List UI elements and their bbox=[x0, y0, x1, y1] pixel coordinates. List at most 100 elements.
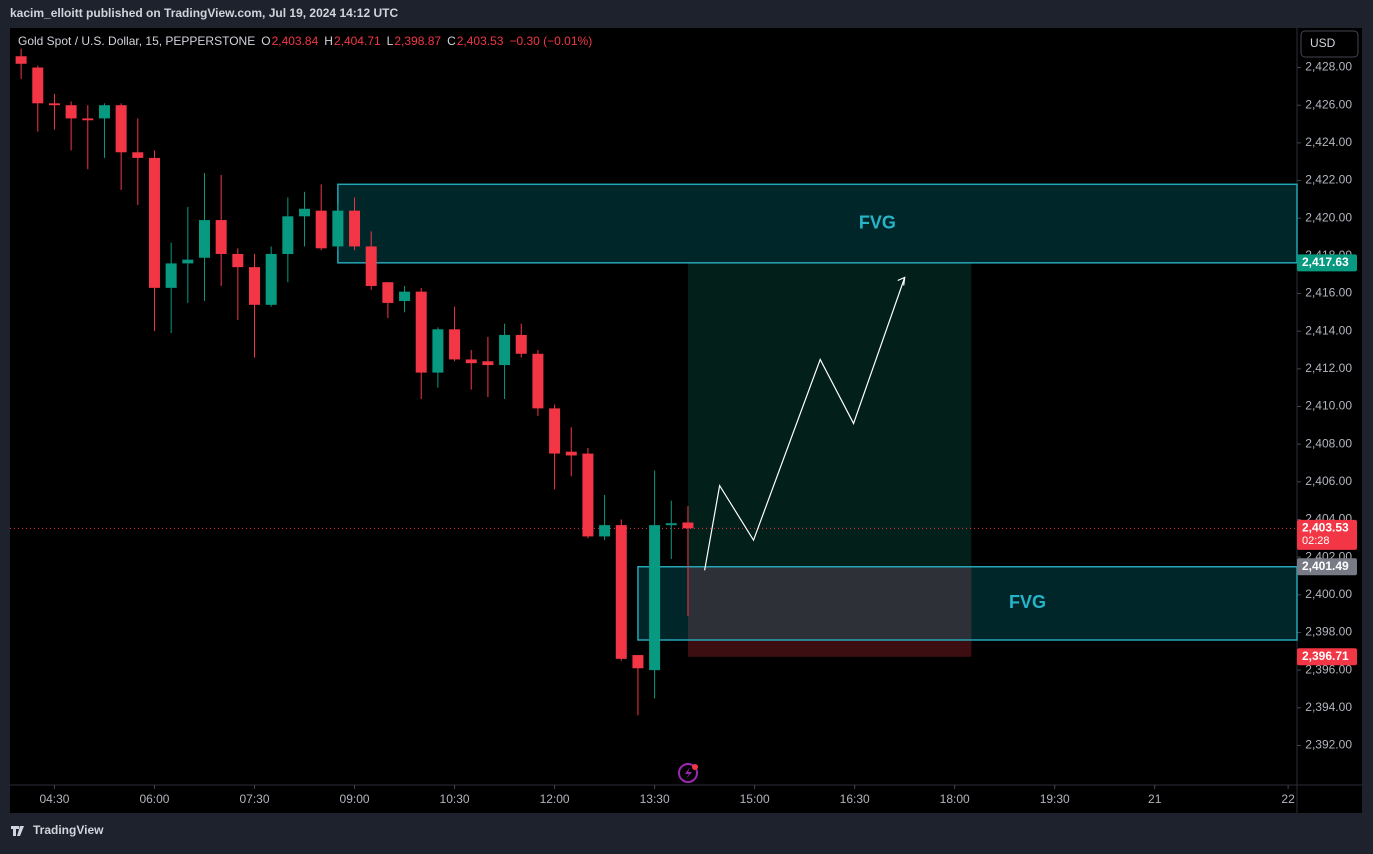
y-tick-label: 2,408.00 bbox=[1305, 436, 1352, 450]
y-tick-label: 2,426.00 bbox=[1305, 97, 1352, 111]
price-label-bg bbox=[1297, 519, 1357, 550]
x-tick-label: 13:30 bbox=[640, 792, 670, 806]
candle-body bbox=[182, 259, 194, 264]
position-stop bbox=[687, 566, 972, 657]
candle-body bbox=[365, 246, 377, 286]
x-tick-label: 09:00 bbox=[340, 792, 370, 806]
fvg-label: FVG bbox=[859, 212, 896, 232]
candle-body bbox=[515, 334, 527, 354]
y-tick-label: 2,398.00 bbox=[1305, 625, 1352, 639]
x-tick-label: 19:30 bbox=[1040, 792, 1070, 806]
arrow-head bbox=[897, 276, 906, 286]
price-label-bg bbox=[1297, 254, 1357, 272]
event-bolt bbox=[685, 767, 692, 779]
fvg-zone bbox=[337, 183, 1298, 264]
projection-path bbox=[704, 277, 906, 571]
ohlc-key: H bbox=[324, 34, 333, 48]
candle-body bbox=[299, 208, 311, 217]
candle-body bbox=[682, 522, 694, 529]
candle-body bbox=[465, 359, 477, 364]
currency-button[interactable] bbox=[1300, 30, 1359, 58]
candle-body bbox=[132, 152, 144, 158]
candle-body bbox=[232, 253, 244, 268]
chart-area bbox=[10, 28, 1362, 813]
x-tick-label: 07:30 bbox=[239, 792, 269, 806]
candle-body bbox=[215, 220, 227, 254]
position-target bbox=[687, 262, 972, 567]
x-tick-label: 12:00 bbox=[540, 792, 570, 806]
price-label-bg bbox=[1297, 558, 1357, 576]
y-tick-label: 2,406.00 bbox=[1305, 474, 1352, 488]
candle-body bbox=[15, 56, 27, 64]
brand: TradingView bbox=[33, 823, 104, 837]
price-label: 2,403.53 bbox=[1302, 521, 1349, 535]
y-tick-label: 2,394.00 bbox=[1305, 700, 1352, 714]
candle-body bbox=[115, 105, 127, 153]
candle-body bbox=[432, 329, 444, 373]
candle-body bbox=[265, 253, 277, 305]
x-tick-label: 15:00 bbox=[740, 792, 770, 806]
fvg-zone bbox=[637, 566, 1298, 641]
x-tick-label: 06:00 bbox=[139, 792, 169, 806]
x-tick-label: 10:30 bbox=[440, 792, 470, 806]
candle-body bbox=[382, 282, 394, 303]
candle-body bbox=[282, 216, 294, 254]
candle-body bbox=[449, 329, 461, 360]
candle-body bbox=[482, 361, 494, 366]
candle-body bbox=[599, 525, 611, 537]
y-tick-label: 2,420.00 bbox=[1305, 210, 1352, 224]
candle-body bbox=[582, 453, 594, 537]
x-tick-label: 04:30 bbox=[39, 792, 69, 806]
ohlc-key: O bbox=[261, 34, 270, 48]
symbol: Gold Spot / U.S. Dollar, 15, PEPPERSTONE bbox=[18, 34, 255, 48]
candle-body bbox=[649, 525, 661, 671]
ohlc-change: −0.30 (−0.01%) bbox=[509, 34, 592, 48]
x-tick-label: 21 bbox=[1148, 792, 1162, 806]
ohlc-value: 2,403.53 bbox=[457, 34, 504, 48]
candle-body bbox=[165, 263, 177, 288]
ohlc-key: C bbox=[447, 34, 456, 48]
candle-body bbox=[415, 291, 427, 373]
ohlc-key: L bbox=[387, 34, 394, 48]
price-label: 2,417.63 bbox=[1302, 255, 1349, 269]
x-tick-label: 18:00 bbox=[940, 792, 970, 806]
candle-body bbox=[349, 210, 361, 247]
candle-body bbox=[399, 291, 411, 302]
candle-body bbox=[32, 67, 44, 104]
candle-body bbox=[315, 210, 327, 249]
y-tick-label: 2,416.00 bbox=[1305, 286, 1352, 300]
candle-body bbox=[615, 525, 627, 659]
y-tick-label: 2,414.00 bbox=[1305, 323, 1352, 337]
candle-body bbox=[565, 451, 577, 456]
x-tick-label: 16:30 bbox=[840, 792, 870, 806]
x-tick-label: 22 bbox=[1281, 792, 1295, 806]
price-label-bg bbox=[1297, 648, 1357, 666]
brand-logo bbox=[11, 826, 24, 836]
fvg-label: FVG bbox=[1009, 592, 1046, 612]
ohlc-value: 2,404.71 bbox=[334, 34, 381, 48]
y-tick-label: 2,428.00 bbox=[1305, 60, 1352, 74]
publisher: kacim_elloitt published on TradingView.c… bbox=[10, 6, 398, 20]
currency[interactable]: USD bbox=[1310, 36, 1336, 50]
candle-body bbox=[665, 523, 677, 526]
y-tick-label: 2,410.00 bbox=[1305, 399, 1352, 413]
y-tick-label: 2,412.00 bbox=[1305, 361, 1352, 375]
ohlc-value: 2,403.84 bbox=[272, 34, 319, 48]
candle-body bbox=[532, 353, 544, 409]
ohlc-value: 2,398.87 bbox=[394, 34, 441, 48]
price-label-countdown: 02:28 bbox=[1302, 535, 1330, 547]
candle-body bbox=[499, 334, 511, 366]
price-label: 2,401.49 bbox=[1302, 559, 1349, 573]
candle-body bbox=[65, 105, 77, 119]
y-tick-label: 2,400.00 bbox=[1305, 587, 1352, 601]
candle-body bbox=[198, 220, 210, 258]
y-tick-label: 2,424.00 bbox=[1305, 135, 1352, 149]
event-icon[interactable] bbox=[678, 763, 698, 783]
candle-body bbox=[549, 408, 561, 454]
candle-body bbox=[148, 157, 160, 288]
y-tick-label: 2,392.00 bbox=[1305, 738, 1352, 752]
candle-body bbox=[48, 103, 60, 106]
price-label: 2,396.71 bbox=[1302, 649, 1349, 663]
